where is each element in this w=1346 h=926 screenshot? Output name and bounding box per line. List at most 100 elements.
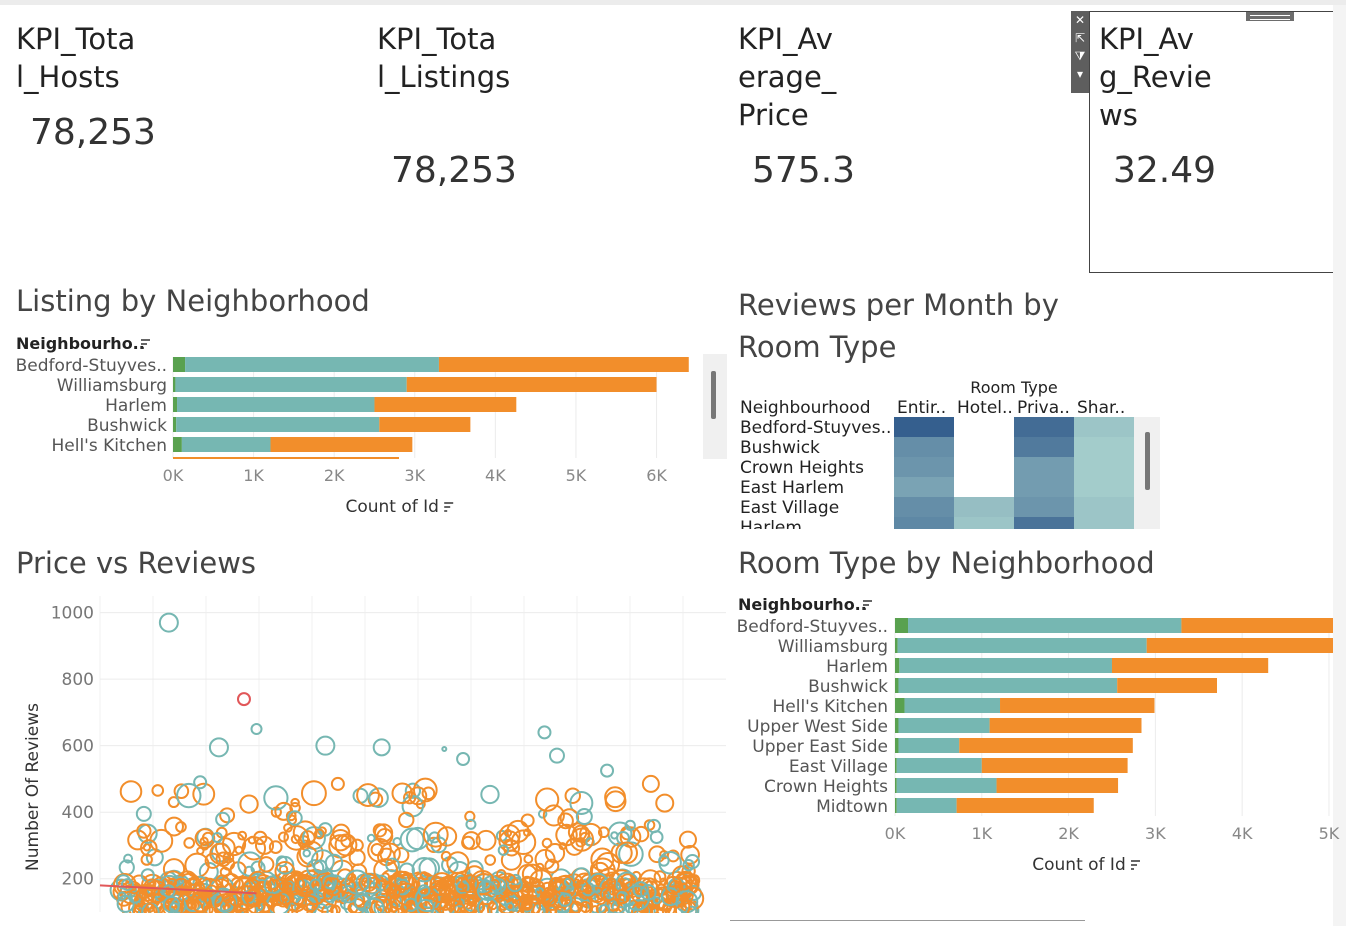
scatter-point (385, 857, 400, 873)
scatter-point (548, 747, 565, 764)
scatter-point (138, 884, 156, 902)
scatter-point (604, 786, 626, 809)
scatter-point (408, 786, 428, 806)
scatter-point (398, 811, 415, 829)
bar-segment (173, 357, 186, 372)
scroll-gutter[interactable] (1333, 5, 1346, 926)
scatter-point (268, 840, 283, 854)
bar-segment (270, 437, 413, 452)
scatter-point (557, 892, 573, 907)
scatter-point (290, 797, 300, 808)
bar-segment (908, 618, 1182, 633)
scatter-point (455, 880, 470, 895)
scatter-point (520, 894, 532, 906)
kpi-average-price-value: 575.3 (752, 150, 856, 191)
x-tick-label: 5K (566, 466, 587, 485)
filter-icon[interactable]: ⧩ (1074, 49, 1086, 63)
bar-segment (1181, 618, 1333, 633)
heatmap-cell (1074, 497, 1134, 517)
scatter-point (572, 867, 591, 886)
scatter-point (506, 819, 530, 843)
scatter-point (689, 874, 700, 885)
scatter-point (531, 877, 542, 888)
scatter-point (292, 820, 318, 846)
bar-segment (896, 798, 957, 813)
heatmap-column-label: Priva.. (1017, 398, 1070, 418)
scatter-point (263, 785, 289, 811)
scatter-point (208, 737, 229, 758)
heatmap-cell (1074, 517, 1134, 529)
category-label: East Village (789, 757, 888, 777)
bar-segment (895, 758, 897, 773)
close-icon[interactable]: ✕ (1074, 13, 1086, 27)
scatter-point (624, 819, 636, 831)
scatter-point (480, 784, 500, 805)
scatter-point (537, 725, 552, 740)
scatter-point (176, 782, 202, 809)
scrollbar-thumb (711, 371, 716, 419)
y-tick-label: 1000 (51, 604, 94, 624)
scatter-point (199, 877, 220, 898)
scatter-point (426, 885, 452, 911)
scatter-point (481, 878, 491, 889)
scatter-point (250, 723, 263, 736)
scatter-point (544, 858, 560, 874)
bar-segment (1146, 638, 1333, 653)
scatter-point (123, 853, 134, 864)
heatmap-cell (1074, 437, 1134, 457)
scatter-point (418, 857, 441, 879)
bar-segment (895, 778, 897, 793)
bar-segment (959, 738, 1133, 753)
bar-segment (374, 397, 517, 412)
menu-arrow-icon[interactable]: ▾ (1076, 67, 1084, 81)
bar-segment (173, 417, 177, 432)
y-axis-title: Number Of Reviews (23, 703, 43, 871)
scatter-point (520, 813, 535, 828)
x-tick-label: 1K (971, 824, 992, 843)
scatter-point (375, 898, 388, 912)
scatter-point (305, 884, 327, 906)
category-label: Williamsburg (778, 637, 888, 657)
bar-segment (185, 357, 439, 372)
scatter-point (660, 887, 680, 907)
scatter-point (258, 856, 275, 873)
scatter-point (136, 823, 152, 839)
scatter-point (496, 868, 507, 880)
scatter-point (678, 830, 697, 849)
category-label: Hell's Kitchen (51, 436, 167, 456)
bar-segment (1000, 698, 1155, 713)
scatter-point (599, 886, 616, 902)
category-label: Harlem (826, 657, 888, 677)
scatter-point (162, 884, 176, 898)
scatter-point (237, 830, 248, 841)
heatmap-column-label: Shar.. (1077, 398, 1125, 418)
kpi-selected-frame[interactable] (1089, 11, 1333, 273)
scatter-point (641, 774, 660, 793)
dimension-header: Neighbourho.. (738, 595, 867, 614)
scatter-point (475, 829, 497, 851)
dimension-header: Neighbourho.. (16, 334, 145, 353)
scatter-point (652, 896, 661, 905)
scatter-point (575, 879, 589, 893)
scatter-point (680, 886, 705, 911)
category-label: Midtown (816, 797, 888, 817)
heatmap-column-header: Room Type (970, 378, 1057, 397)
heatmap-scrollbar-thumb (1145, 432, 1150, 490)
x-tick-label: 6K (646, 466, 667, 485)
popout-icon[interactable]: ⇱ (1074, 31, 1086, 45)
bar-segment (177, 397, 375, 412)
scatter-point (334, 833, 358, 857)
kpi-average-price-title: KPI_Av erage_ Price (738, 22, 837, 132)
scatter-point (151, 784, 165, 797)
heatmap-cell (954, 517, 1014, 529)
scatter-point (173, 783, 190, 799)
bar-segment (981, 758, 1128, 773)
heatmap-row-label: Bedford-Stuyves.. (740, 418, 891, 438)
kpi-total-hosts-value: 78,253 (30, 112, 156, 153)
scatter-point (189, 891, 212, 913)
scatter-point (506, 874, 516, 884)
bar-segment (904, 698, 1001, 713)
drag-grip[interactable] (1246, 12, 1294, 21)
scatter-point (200, 841, 210, 851)
scatter-point (497, 844, 510, 856)
